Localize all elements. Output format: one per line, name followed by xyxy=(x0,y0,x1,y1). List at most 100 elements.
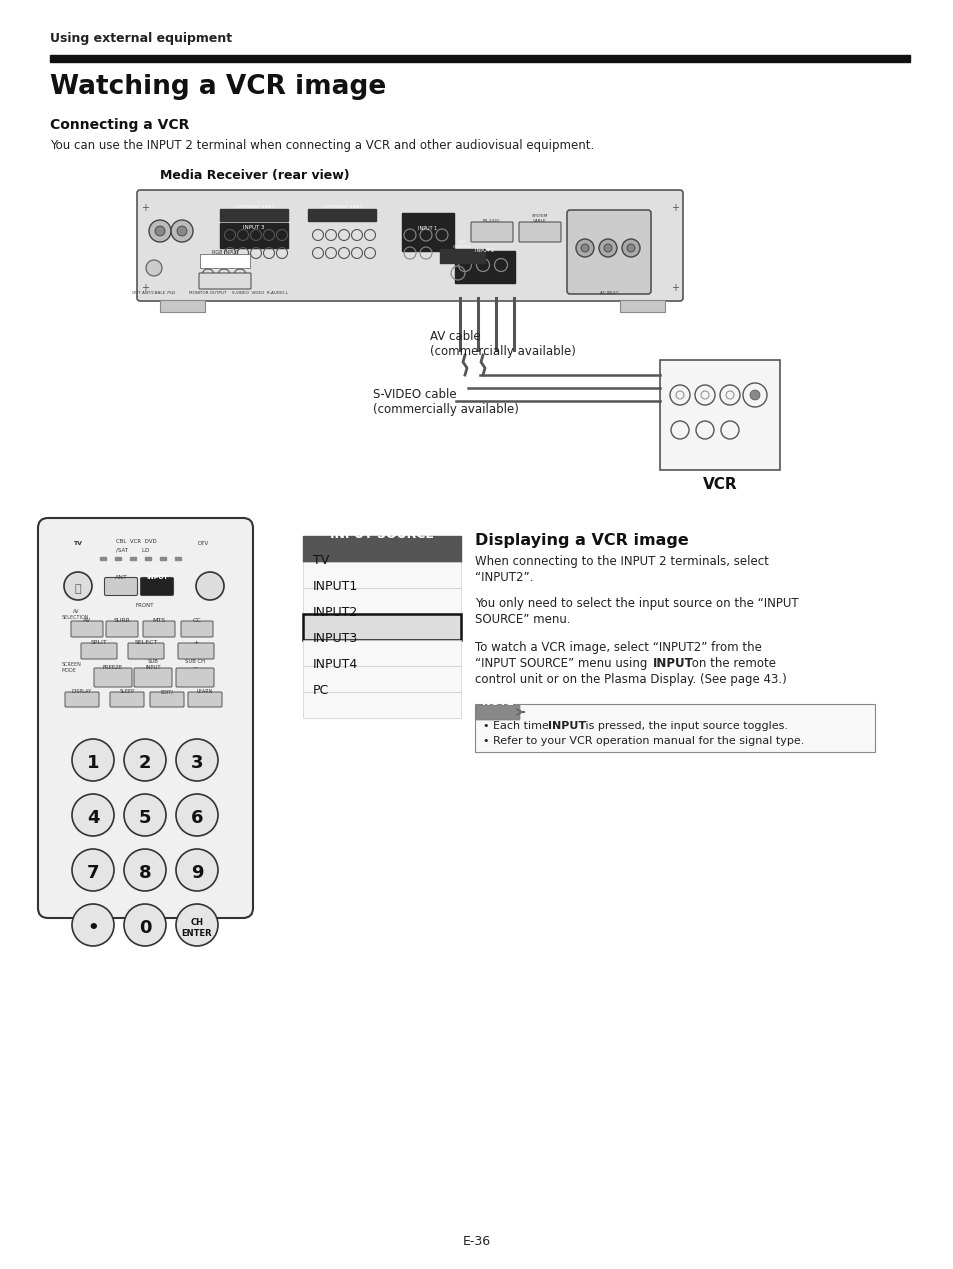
Bar xyxy=(220,223,288,247)
Text: • Refer to your VCR operation manual for the signal type.: • Refer to your VCR operation manual for… xyxy=(482,736,803,746)
Bar xyxy=(303,588,460,614)
Text: INPUT: INPUT xyxy=(547,721,585,731)
Circle shape xyxy=(175,904,218,945)
Circle shape xyxy=(71,739,113,780)
Text: INPUT3: INPUT3 xyxy=(313,632,358,645)
Text: E-36: E-36 xyxy=(462,1235,491,1247)
Text: NOTE: NOTE xyxy=(481,697,514,707)
Text: SUB
INPUT: SUB INPUT xyxy=(145,659,161,670)
FancyBboxPatch shape xyxy=(566,209,650,294)
Text: SUB CH
—: SUB CH — xyxy=(185,659,205,670)
FancyBboxPatch shape xyxy=(178,643,213,659)
Circle shape xyxy=(177,226,187,236)
FancyBboxPatch shape xyxy=(140,577,173,595)
Text: Watching a VCR image: Watching a VCR image xyxy=(50,74,386,100)
Text: 1: 1 xyxy=(87,754,99,772)
FancyBboxPatch shape xyxy=(106,621,138,637)
FancyBboxPatch shape xyxy=(94,667,132,687)
Text: 5: 5 xyxy=(138,810,152,827)
Circle shape xyxy=(149,220,171,242)
Bar xyxy=(160,299,205,312)
FancyBboxPatch shape xyxy=(110,692,144,707)
Circle shape xyxy=(71,849,113,891)
Text: AV: AV xyxy=(83,618,91,623)
Circle shape xyxy=(64,572,91,600)
FancyBboxPatch shape xyxy=(188,692,222,707)
Text: DTV: DTV xyxy=(198,541,209,546)
Text: +: + xyxy=(141,283,149,293)
Circle shape xyxy=(171,220,193,242)
Text: SPLIT: SPLIT xyxy=(91,640,108,645)
Circle shape xyxy=(626,244,635,253)
Text: VCR: VCR xyxy=(702,477,737,492)
FancyBboxPatch shape xyxy=(133,667,172,687)
Text: ⏻: ⏻ xyxy=(74,584,81,594)
Text: 9: 9 xyxy=(191,864,203,882)
Bar xyxy=(100,557,106,560)
Text: INPUT 2: INPUT 2 xyxy=(475,247,494,253)
Bar xyxy=(439,249,484,263)
FancyBboxPatch shape xyxy=(476,706,519,720)
FancyBboxPatch shape xyxy=(81,643,117,659)
Circle shape xyxy=(576,239,594,258)
FancyBboxPatch shape xyxy=(199,273,251,289)
Text: 8: 8 xyxy=(138,864,152,882)
Circle shape xyxy=(71,794,113,836)
Bar xyxy=(200,254,250,268)
Bar xyxy=(174,557,181,560)
Text: Connecting a VCR: Connecting a VCR xyxy=(50,118,190,132)
Bar xyxy=(401,213,454,251)
Text: Using external equipment: Using external equipment xyxy=(50,32,232,44)
Text: Displaying a VCR image: Displaying a VCR image xyxy=(475,533,688,548)
Text: RS-232C: RS-232C xyxy=(482,220,500,223)
Text: ANT: ANT xyxy=(114,575,128,580)
Text: AV
SELECTION: AV SELECTION xyxy=(62,609,90,621)
Text: +: + xyxy=(141,203,149,213)
Circle shape xyxy=(71,904,113,945)
Circle shape xyxy=(603,244,612,253)
Bar xyxy=(475,704,874,753)
FancyBboxPatch shape xyxy=(518,222,560,242)
Circle shape xyxy=(124,739,166,780)
Bar xyxy=(303,692,460,718)
Text: FREEZE: FREEZE xyxy=(103,665,123,670)
Circle shape xyxy=(195,572,224,600)
Text: 7: 7 xyxy=(87,864,99,882)
Text: INPUT 3: INPUT 3 xyxy=(243,225,265,230)
Text: INPUT1: INPUT1 xyxy=(313,580,358,593)
Circle shape xyxy=(124,794,166,836)
FancyBboxPatch shape xyxy=(38,518,253,917)
FancyBboxPatch shape xyxy=(71,621,103,637)
Text: control unit or on the Plasma Display. (See page 43.): control unit or on the Plasma Display. (… xyxy=(475,673,786,687)
Text: LEARN: LEARN xyxy=(196,689,213,694)
Circle shape xyxy=(175,794,218,836)
Text: INPUT 1: INPUT 1 xyxy=(418,226,437,231)
Text: INPUT: INPUT xyxy=(652,657,693,670)
Text: SOURCE” menu.: SOURCE” menu. xyxy=(475,613,570,626)
Text: on the remote: on the remote xyxy=(687,657,775,670)
Text: OUT ANT/CABLE 75Ω: OUT ANT/CABLE 75Ω xyxy=(132,291,175,294)
Bar xyxy=(145,557,151,560)
Text: 2: 2 xyxy=(138,754,152,772)
Text: 0: 0 xyxy=(138,919,152,937)
FancyBboxPatch shape xyxy=(143,621,174,637)
Circle shape xyxy=(124,904,166,945)
Text: SCREEN
MODE: SCREEN MODE xyxy=(62,662,82,673)
Circle shape xyxy=(154,226,165,236)
Text: COMPONENT VIDEO: COMPONENT VIDEO xyxy=(233,206,274,209)
Circle shape xyxy=(580,244,588,253)
Text: SLEEP: SLEEP xyxy=(119,689,134,694)
Text: 3: 3 xyxy=(191,754,203,772)
Text: COMPONENT VIDEO: COMPONENT VIDEO xyxy=(321,206,362,209)
Circle shape xyxy=(749,390,760,400)
Text: You only need to select the input source on the “INPUT: You only need to select the input source… xyxy=(475,596,798,610)
Text: TV: TV xyxy=(313,555,329,567)
Text: INPUT2: INPUT2 xyxy=(313,607,358,619)
Bar xyxy=(303,640,460,666)
FancyBboxPatch shape xyxy=(137,190,682,301)
FancyBboxPatch shape xyxy=(471,222,513,242)
Text: “INPUT2”.: “INPUT2”. xyxy=(475,571,533,584)
Text: CBL  VCR  DVD: CBL VCR DVD xyxy=(116,539,156,544)
Bar xyxy=(220,209,288,221)
Text: +: + xyxy=(670,283,679,293)
